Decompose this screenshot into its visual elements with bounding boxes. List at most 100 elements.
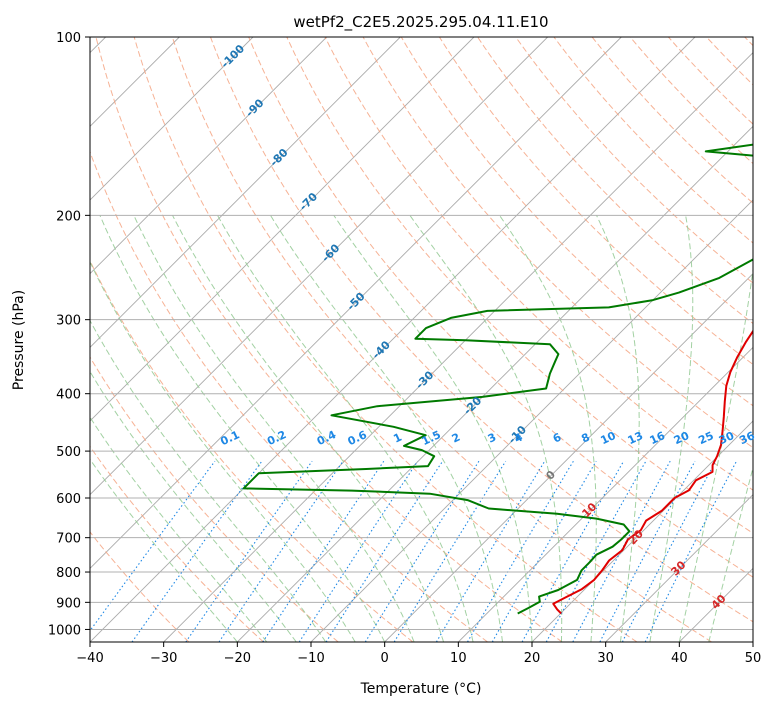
moist-adiabat-label: 40 — [709, 592, 729, 612]
x-tick-label: −10 — [297, 651, 324, 666]
y-tick-label: 500 — [56, 445, 81, 460]
dry-adiabat-line — [438, 37, 753, 366]
isotherm-lines — [90, 37, 753, 642]
mixing-ratio-label: 10 — [598, 429, 618, 447]
mixing-ratio-label: 0.4 — [315, 428, 338, 448]
dry-adiabat-line — [133, 37, 638, 642]
x-tick-label: 10 — [450, 651, 467, 666]
mixing-ratio-label: 1.5 — [420, 428, 443, 448]
mixing-ratio-line — [621, 460, 717, 642]
x-tick-label: −40 — [76, 651, 103, 666]
mixing-ratio-line — [185, 460, 313, 642]
mixing-ratio-label: 8 — [579, 431, 591, 446]
dry-adiabat-line — [515, 37, 753, 284]
moist-adiabat-line — [133, 215, 415, 642]
y-axis-label: Pressure (hPa) — [11, 290, 27, 390]
mixing-ratio-label: 0.1 — [218, 428, 241, 448]
y-tick-label: 600 — [56, 492, 81, 507]
dry-adiabat-line — [286, 37, 753, 534]
x-tick-label: 0 — [381, 651, 389, 666]
dry-adiabat-line — [668, 37, 753, 125]
dry-adiabat-line — [95, 37, 563, 642]
mixing-ratio-label: 20 — [672, 429, 692, 447]
mixing-ratio-label: 13 — [626, 429, 645, 447]
dry-adiabat-line — [324, 37, 753, 491]
x-axis-label: Temperature (°C) — [360, 681, 482, 697]
dry-adiabat-line — [591, 37, 753, 204]
dry-adiabat-lines — [90, 37, 753, 642]
mixing-ratio-line — [521, 460, 625, 642]
dewpoint-profile-line — [242, 143, 753, 615]
isotherm-line — [752, 641, 753, 642]
isotherm-line — [384, 273, 753, 642]
isotherm-line — [679, 567, 753, 642]
mixing-ratio-line — [364, 460, 480, 642]
y-tick-label: 100 — [56, 31, 81, 46]
moist-adiabat-line — [217, 215, 474, 642]
mixing-ratio-line — [131, 460, 263, 642]
mixing-ratio-line — [218, 460, 344, 642]
isotherm-line — [90, 37, 622, 569]
y-tick-label: 400 — [56, 388, 81, 403]
mixing-ratio-line — [435, 460, 546, 642]
isotherm-line — [90, 37, 401, 348]
y-tick-label: 900 — [56, 596, 81, 611]
moist-adiabat-line — [90, 319, 327, 642]
isotherm-line — [458, 346, 753, 642]
moist-adiabat-line — [678, 265, 753, 642]
mixing-ratio-label: 0.6 — [346, 428, 369, 448]
isotherm-line — [90, 37, 475, 422]
mixing-ratio-label: 36 — [737, 429, 757, 447]
dry-adiabat-line — [90, 445, 264, 642]
moist-adiabat-line — [172, 215, 445, 642]
dry-adiabat-line — [706, 37, 753, 86]
y-tick-label: 1000 — [48, 623, 81, 638]
plot-frame — [89, 36, 754, 643]
moist-adiabat-line — [90, 370, 297, 642]
isotherm-label-zero: 0 — [543, 468, 558, 483]
isotherm-line — [90, 37, 548, 496]
moist-adiabat-line — [333, 215, 533, 642]
isotherm-label: -90 — [243, 96, 266, 119]
dry-adiabat-line — [90, 356, 339, 642]
x-tick-label: −30 — [150, 651, 177, 666]
mixing-ratio-label: 3 — [486, 431, 498, 446]
mixing-ratio-line — [325, 460, 444, 642]
isotherm-line — [90, 37, 696, 642]
isotherm-label: -80 — [267, 146, 290, 169]
isotherm-line — [531, 420, 753, 642]
moist-adiabat-line — [90, 260, 356, 642]
isotherm-line — [310, 199, 753, 642]
y-tick-label: 700 — [56, 532, 81, 547]
moist-adiabat-line — [499, 215, 597, 642]
x-tick-label: 50 — [745, 651, 762, 666]
mixing-ratio-line — [599, 460, 696, 642]
x-tick-label: 20 — [524, 651, 541, 666]
chart-title: wetPf2_C2E5.2025.295.04.11.E10 — [293, 13, 548, 32]
dry-adiabat-line — [90, 259, 414, 642]
moist-adiabat-line — [409, 215, 563, 642]
y-tick-label: 300 — [56, 314, 81, 329]
moist-adiabat-line — [708, 466, 753, 642]
mixing-ratio-label: 2 — [450, 431, 462, 446]
mixing-ratio-line — [491, 460, 597, 642]
mixing-ratio-label: 30 — [717, 429, 737, 447]
x-tick-label: 30 — [597, 651, 614, 666]
mixing-ratio-label: 16 — [648, 429, 668, 447]
mixing-ratio-line — [90, 460, 216, 632]
mixing-ratio-label: 6 — [551, 430, 564, 445]
temperature-profile-line — [552, 329, 753, 615]
moist-adiabat-lines — [90, 215, 753, 642]
sounding-series — [242, 143, 753, 615]
isotherm-label: -100 — [219, 42, 248, 71]
x-tick-label: 40 — [671, 651, 688, 666]
dry-adiabat-line — [477, 37, 753, 325]
isotherm-line — [90, 37, 254, 201]
y-axis-ticks: 100 200 300 400 500 600 700 800 900 1000 — [48, 31, 90, 638]
dry-adiabat-line — [744, 37, 753, 47]
moist-adiabat-line — [649, 215, 694, 642]
isotherm-label: -50 — [344, 290, 367, 313]
x-axis-ticks: −40 −30 −20 −10 0 10 20 30 40 50 — [76, 642, 761, 666]
mixing-ratio-line — [644, 460, 737, 642]
isotherm-label: -40 — [370, 338, 393, 361]
